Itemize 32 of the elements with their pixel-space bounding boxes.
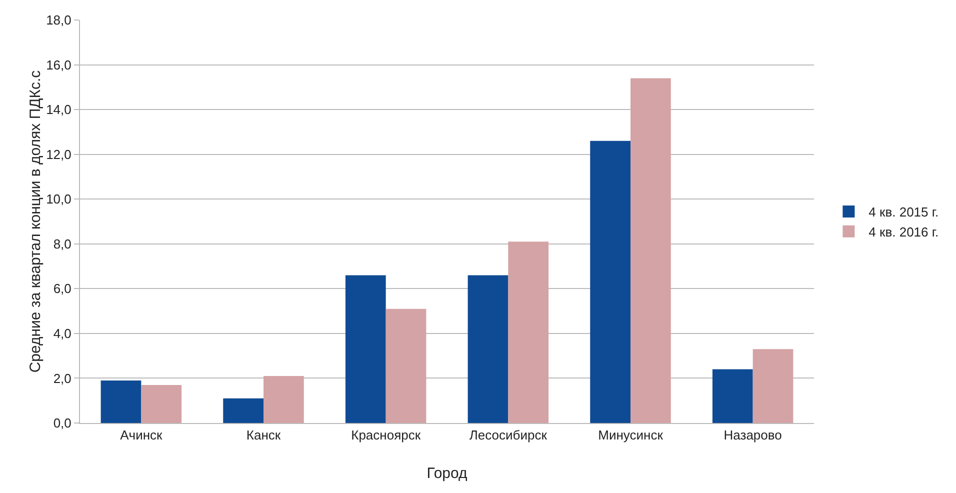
y-axis-title: Средние за квартал конции в долях ПДКс.с: [27, 70, 44, 373]
bar: [590, 140, 630, 423]
y-tick-label: 16,0: [46, 57, 72, 72]
x-tick-label: Ачинск: [120, 428, 163, 443]
x-tick-label: Красноярск: [351, 428, 421, 443]
bar: [264, 376, 304, 423]
x-tick-label: Канск: [246, 428, 281, 443]
x-axis-title: Город: [426, 465, 468, 482]
x-tick-label: Лесосибирск: [469, 428, 548, 443]
y-tick-label: 12,0: [46, 146, 72, 162]
bar: [100, 380, 142, 423]
bar: [752, 349, 794, 423]
x-tick-label: Назарово: [724, 428, 782, 443]
y-tick-label: 14,0: [46, 102, 72, 118]
bar: [712, 369, 753, 423]
y-tick-label: 18,0: [46, 12, 72, 28]
bar: [386, 308, 426, 423]
bar: [141, 384, 182, 423]
y-tick-label: 10,0: [46, 192, 72, 207]
bar: [223, 398, 264, 423]
y-tick-label: 4,0: [53, 326, 72, 341]
y-tick-label: 6,0: [53, 281, 72, 296]
y-tick-label: 2,0: [53, 370, 72, 386]
y-tick-label: 8,0: [53, 236, 72, 252]
legend-label: 4 кв. 2016 г.: [868, 224, 939, 240]
bar: [630, 78, 671, 423]
legend-label: 4 кв. 2015 г.: [868, 204, 939, 220]
bar: [508, 242, 549, 423]
x-tick-label: Минусинск: [598, 428, 664, 443]
bar: [468, 275, 508, 423]
y-tick-label: 0,0: [53, 416, 72, 431]
bar: [345, 275, 386, 423]
